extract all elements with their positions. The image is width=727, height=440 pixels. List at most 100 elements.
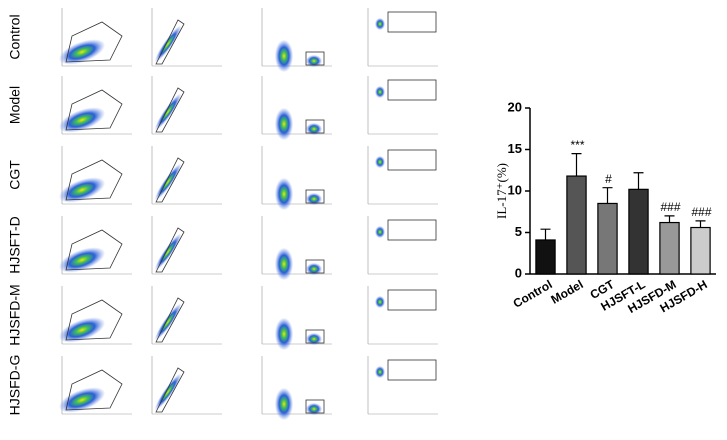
bar bbox=[535, 239, 556, 275]
cell-density bbox=[306, 55, 322, 67]
error-bar bbox=[664, 215, 675, 223]
gate bbox=[65, 89, 123, 131]
gate bbox=[65, 299, 123, 341]
flow-panel bbox=[151, 146, 222, 205]
cell-density bbox=[306, 263, 322, 275]
gate bbox=[155, 19, 185, 65]
gate bbox=[387, 219, 437, 241]
cell-density bbox=[275, 40, 293, 72]
error-bar bbox=[695, 220, 706, 228]
cell-density bbox=[375, 226, 385, 238]
flow-panel bbox=[367, 146, 438, 205]
cell-density bbox=[154, 93, 182, 131]
cell-density bbox=[375, 18, 385, 30]
gate bbox=[305, 399, 325, 414]
gate bbox=[387, 359, 437, 381]
gate bbox=[305, 259, 325, 274]
cell-density bbox=[375, 296, 385, 308]
gate bbox=[155, 227, 185, 273]
row-label: Control bbox=[7, 14, 23, 59]
significance-label: # bbox=[605, 172, 612, 186]
flow-panel bbox=[151, 216, 222, 275]
gate bbox=[387, 11, 437, 33]
gate bbox=[65, 21, 123, 63]
gate bbox=[155, 367, 185, 413]
cell-density bbox=[59, 107, 105, 133]
flow-panel bbox=[261, 146, 332, 210]
cell-density bbox=[59, 177, 105, 203]
flow-panel bbox=[367, 8, 438, 67]
gate bbox=[305, 189, 325, 204]
cell-density bbox=[154, 303, 182, 341]
flow-panel bbox=[59, 356, 132, 415]
flow-panel bbox=[151, 76, 222, 135]
cell-density bbox=[375, 366, 385, 378]
error-bar bbox=[602, 187, 613, 204]
gate bbox=[155, 157, 185, 203]
flow-panel bbox=[367, 286, 438, 345]
flow-panel bbox=[261, 76, 332, 140]
gate bbox=[387, 289, 437, 311]
cell-density bbox=[275, 248, 293, 280]
cell-density bbox=[306, 123, 322, 135]
cell-density bbox=[59, 317, 105, 343]
cell-density bbox=[154, 233, 182, 271]
y-tick-label: 10 bbox=[508, 182, 522, 197]
flow-panel bbox=[367, 216, 438, 275]
cell-density bbox=[275, 318, 293, 350]
row-label: Model bbox=[7, 86, 23, 124]
bar bbox=[659, 221, 680, 275]
flow-panel bbox=[59, 8, 132, 67]
cell-density bbox=[306, 193, 322, 205]
row-label: CGT bbox=[7, 160, 23, 190]
cell-density bbox=[59, 247, 105, 273]
flow-panel bbox=[59, 286, 132, 345]
cell-density bbox=[275, 388, 293, 420]
cell-density bbox=[154, 25, 182, 63]
bar bbox=[628, 188, 649, 275]
row-label: HJSFD-G bbox=[7, 355, 23, 416]
flow-panel bbox=[261, 286, 332, 350]
gate bbox=[305, 51, 325, 66]
flow-panel bbox=[151, 286, 222, 345]
flow-panel bbox=[367, 356, 438, 415]
flow-panel bbox=[261, 356, 332, 420]
gate bbox=[387, 79, 437, 101]
x-tick-label: Model bbox=[549, 277, 586, 306]
gate bbox=[155, 87, 185, 133]
error-bar bbox=[540, 228, 551, 240]
cell-density bbox=[275, 108, 293, 140]
gate bbox=[65, 229, 123, 271]
flow-panel bbox=[367, 76, 438, 135]
flow-panel bbox=[59, 216, 132, 275]
y-tick-label: 5 bbox=[515, 224, 522, 239]
cell-density bbox=[154, 373, 182, 411]
cell-density bbox=[375, 86, 385, 98]
y-tick-label: 20 bbox=[508, 99, 522, 114]
y-tick-label: 15 bbox=[508, 141, 522, 156]
row-label: HJSFD-M bbox=[7, 284, 23, 345]
error-bar bbox=[571, 153, 582, 177]
gate bbox=[305, 119, 325, 134]
gate bbox=[65, 369, 123, 411]
cell-density bbox=[59, 39, 105, 65]
flow-panel bbox=[151, 356, 222, 415]
bar bbox=[597, 202, 618, 275]
cell-density bbox=[375, 156, 385, 168]
gate bbox=[305, 329, 325, 344]
significance-label: *** bbox=[570, 138, 584, 152]
flow-panel bbox=[261, 8, 332, 72]
gate bbox=[387, 149, 437, 171]
flow-panel bbox=[59, 146, 132, 205]
flow-panel bbox=[59, 76, 132, 135]
bar bbox=[690, 226, 711, 275]
error-bar bbox=[633, 172, 644, 190]
cell-density bbox=[59, 387, 105, 413]
cell-density bbox=[306, 403, 322, 415]
flow-panel bbox=[261, 216, 332, 280]
gate bbox=[155, 297, 185, 343]
cell-density bbox=[306, 333, 322, 345]
flow-panel bbox=[151, 8, 222, 67]
cell-density bbox=[275, 178, 293, 210]
